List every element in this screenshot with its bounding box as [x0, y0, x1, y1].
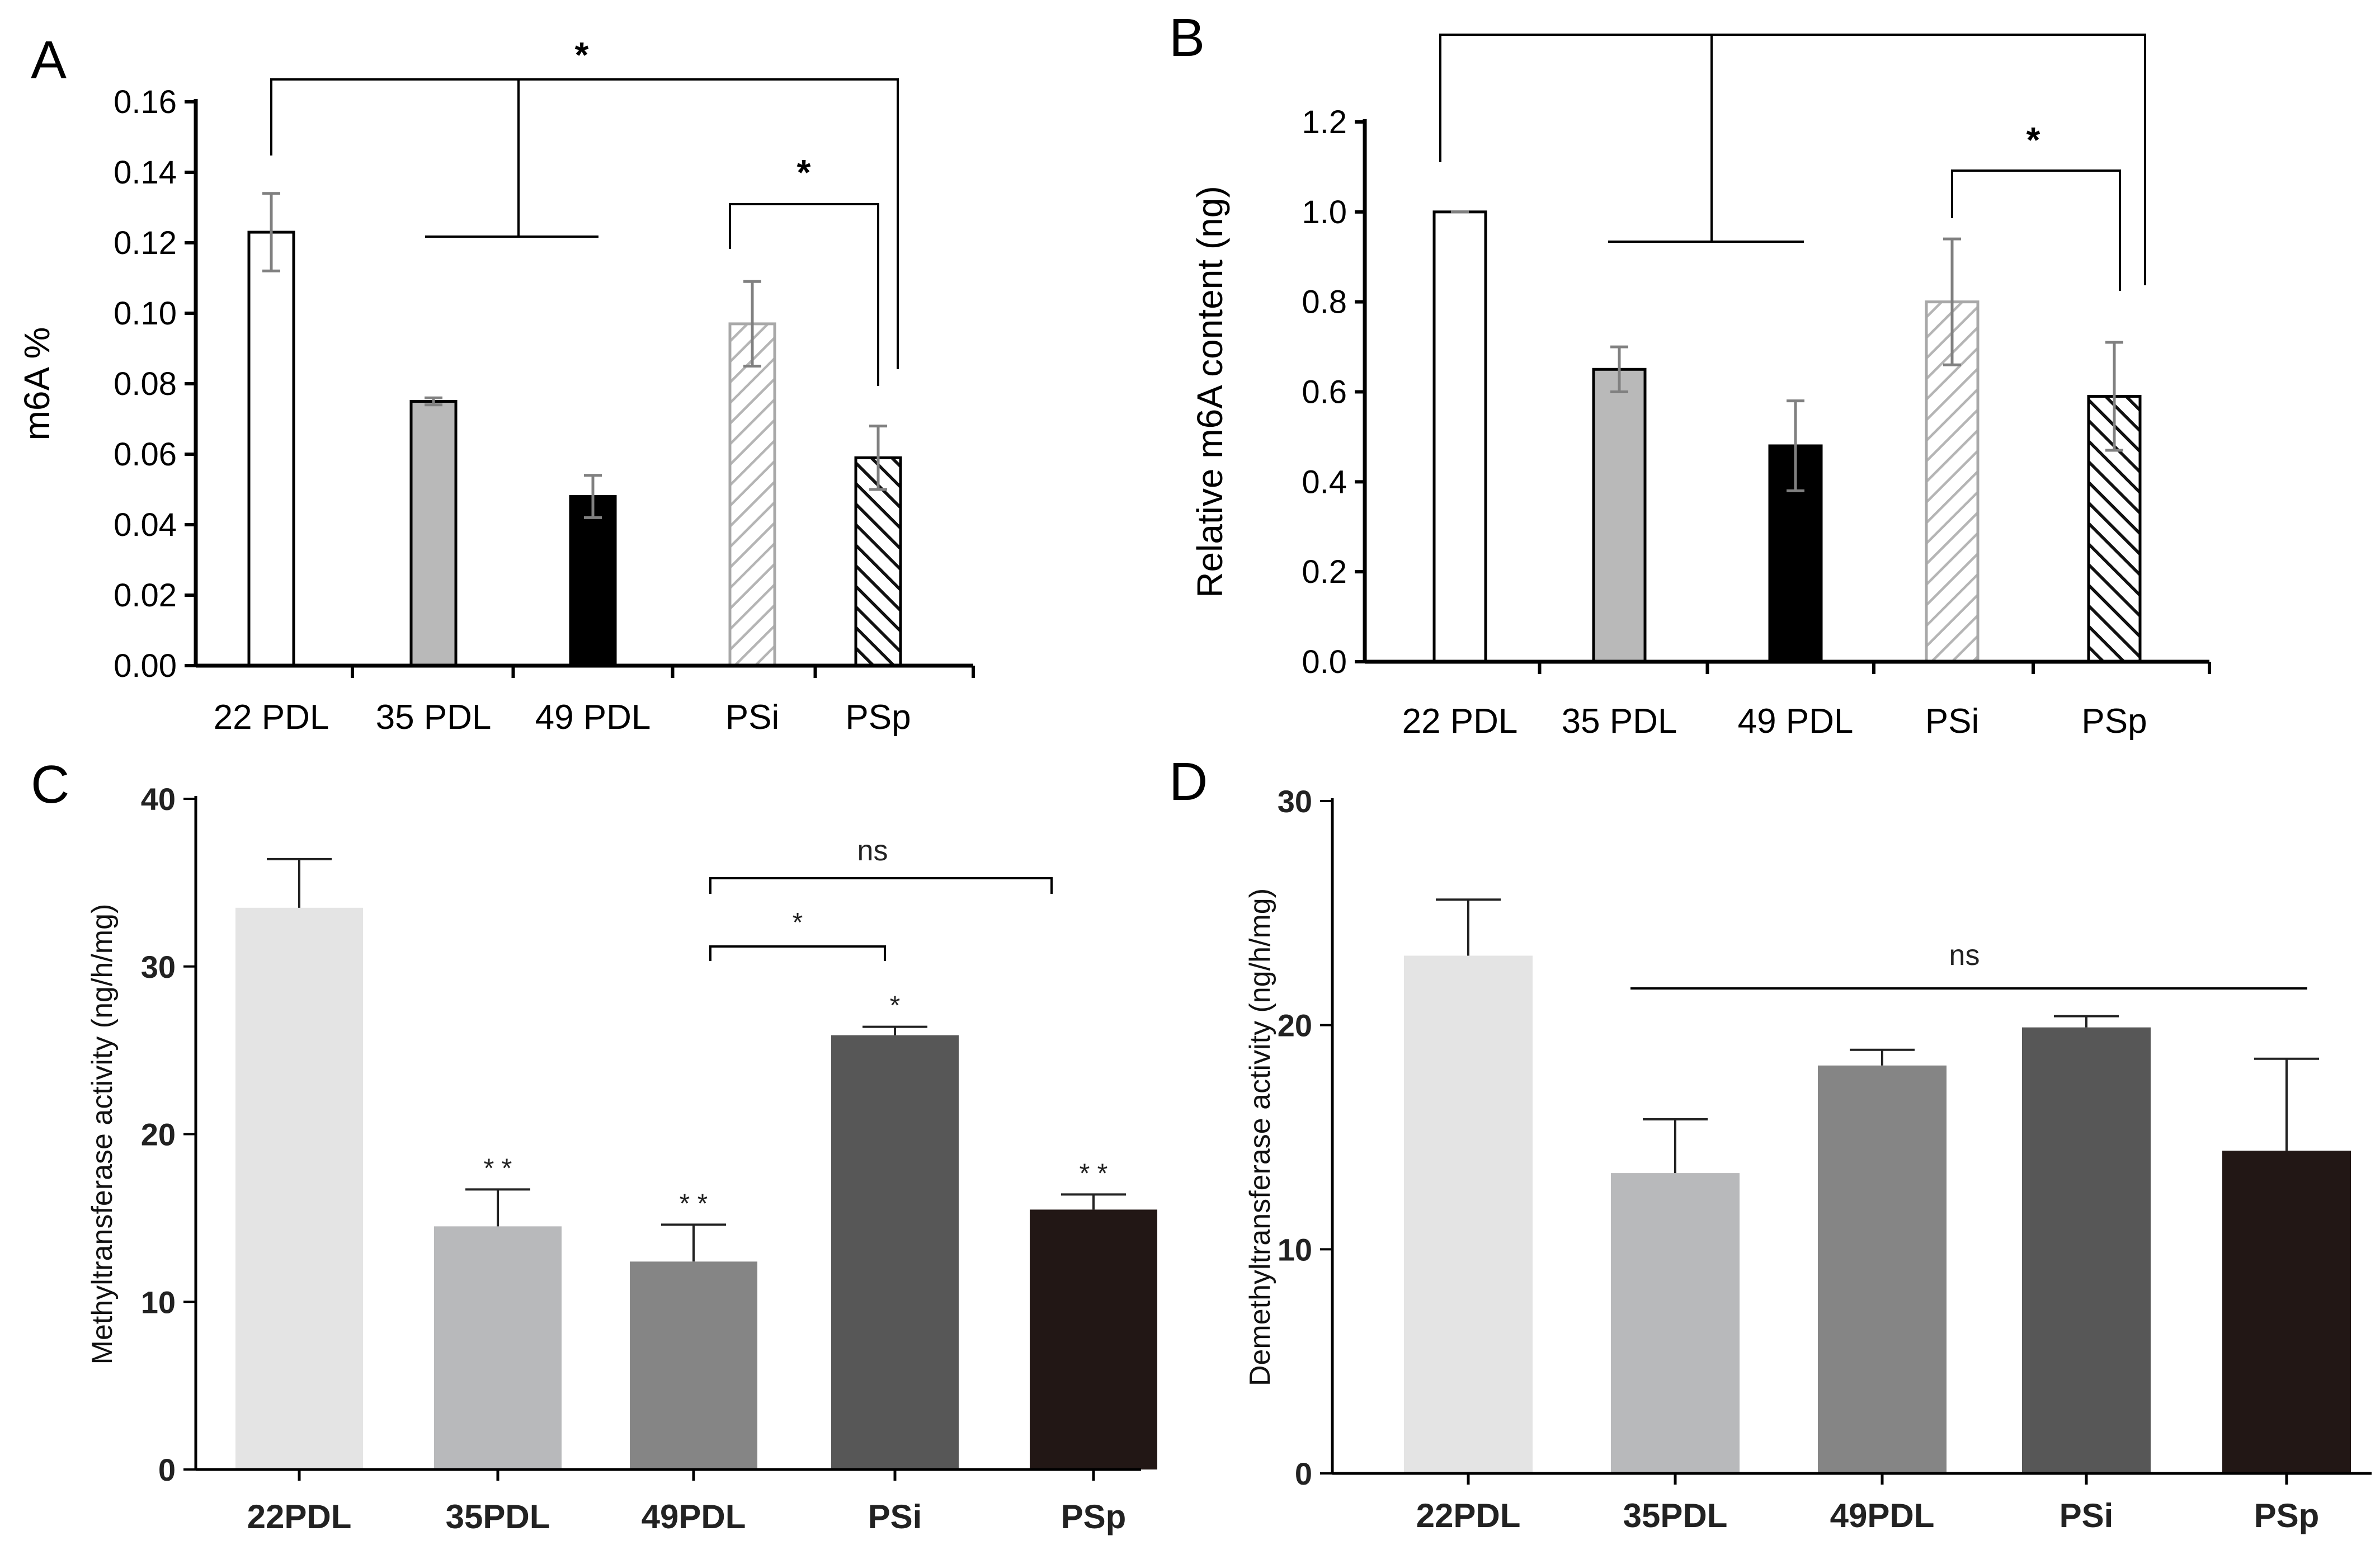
bar-4: [2022, 1027, 2151, 1473]
category-label-1: 22 PDL: [214, 698, 329, 737]
category-label-3: 49PDL: [642, 1498, 746, 1535]
bracket-psi-psp: [1951, 169, 2121, 291]
y-tick-label-6: 1.2: [1302, 104, 1347, 140]
y-tick-label-3: 0.6: [1302, 374, 1347, 411]
chart-panel-d: 22PDL 35PDL 49PDL PSi PSp 0 10 20 30 Demethyltran…: [1244, 784, 2372, 1534]
y-tick-label-0: 0.00: [114, 648, 177, 684]
category-label-1: 22PDL: [247, 1498, 352, 1535]
y-axis-label: Demethyltransferase activity (ng/h/mg): [1244, 888, 1276, 1386]
y-tick-label-5: 0.10: [114, 295, 177, 332]
panel-letter-c: C: [31, 755, 69, 814]
y-tick-label-3: 30: [1278, 784, 1312, 819]
chart-panel-c: 22PDL * * 35PDL * * 49PDL * PSi * * PSp 0 10 20 30 40…: [86, 781, 1157, 1535]
category-label-5: PSp: [845, 698, 911, 737]
bracket-label-2: ns: [857, 835, 888, 867]
panel-letter-a: A: [31, 30, 67, 90]
bar-label-5: * *: [1080, 1158, 1108, 1188]
bar-1: [247, 230, 295, 667]
bracket-big: [270, 78, 899, 369]
bar-3: [1818, 1065, 1947, 1473]
y-tick-label-3: 30: [141, 949, 176, 985]
bar-5: [854, 456, 902, 667]
y-axis-label: Relative m6A content (ng): [1190, 186, 1230, 597]
panel-letter-d: D: [1169, 752, 1208, 812]
bar-label-4: *: [890, 991, 901, 1021]
bracket-psi-psp: [729, 203, 879, 386]
y-tick-label-0: 0: [1295, 1456, 1312, 1491]
category-label-4: PSi: [2059, 1497, 2114, 1534]
bar-5: [2222, 1151, 2351, 1473]
category-label-5: PSp: [1061, 1498, 1127, 1535]
bracket-49-psi: [709, 945, 886, 961]
y-tick-label-0: 0: [158, 1452, 176, 1487]
bar-2: [434, 1226, 562, 1469]
bar-1: [1404, 955, 1533, 1473]
chart-panel-b: 22 PDL 35 PDL 49 PDL PSi PSp 0.0 0.2 0.4 0.6 0.8 1…: [1190, 34, 2211, 741]
y-tick-label-5: 1.0: [1302, 194, 1347, 230]
y-tick-label-2: 0.4: [1302, 464, 1347, 500]
bar-5: [1030, 1209, 1157, 1469]
bar-1: [235, 907, 363, 1469]
y-tick-label-2: 20: [1278, 1008, 1312, 1043]
panel-letter-b: B: [1169, 8, 1205, 68]
category-label-3: 49PDL: [1830, 1497, 1935, 1534]
y-tick-label-0: 0.0: [1302, 644, 1347, 680]
category-label-5: PSp: [2254, 1497, 2320, 1534]
significance-star-1: *: [2026, 120, 2040, 160]
y-tick-label-4: 0.08: [114, 366, 177, 402]
y-axis-label: Methyltransferase activity (ng/h/mg): [86, 904, 119, 1365]
y-tick-label-8: 0.16: [114, 84, 177, 120]
category-label-2: 35 PDL: [376, 698, 492, 737]
bar-label-3: * *: [680, 1189, 708, 1218]
bar-4: [728, 322, 776, 667]
y-axis-label: m6A %: [17, 327, 57, 441]
chart-panel-a: 22 PDL 35 PDL 49 PDL PSi PSp 0.00 0.02 0.04 0.06…: [17, 35, 975, 737]
bar-label-2: * *: [484, 1153, 512, 1183]
category-label-1: 22 PDL: [1402, 702, 1518, 741]
category-label-3: 49 PDL: [535, 698, 651, 737]
y-tick-label-2: 20: [141, 1117, 176, 1152]
category-label-2: 35PDL: [1623, 1497, 1728, 1534]
y-tick-label-7: 0.14: [114, 154, 177, 191]
y-tick-label-1: 10: [1278, 1232, 1312, 1267]
y-tick-label-1: 0.02: [114, 577, 177, 614]
bar-2: [1611, 1173, 1740, 1473]
bar-2: [409, 400, 458, 667]
bracket-label-1: *: [793, 908, 803, 938]
significance-star-2: *: [797, 152, 811, 192]
significance-star-1: *: [575, 35, 589, 75]
y-tick-label-2: 0.04: [114, 507, 177, 543]
category-label-3: 49 PDL: [1738, 702, 1854, 741]
bar-1: [1432, 210, 1487, 663]
category-label-1: 22PDL: [1416, 1497, 1521, 1534]
category-label-4: PSi: [1925, 702, 1979, 741]
y-tick-label-1: 10: [141, 1284, 176, 1320]
bracket-group: [1608, 35, 1804, 243]
bracket-big: [1439, 34, 2146, 285]
bar-2: [1592, 368, 1647, 663]
bar-3: [569, 495, 617, 667]
category-label-2: 35PDL: [446, 1498, 550, 1535]
bracket-49-psp: [709, 877, 1053, 894]
bracket-group: [425, 79, 598, 238]
y-tick-label-4: 0.8: [1302, 284, 1347, 321]
y-tick-label-4: 40: [141, 781, 176, 817]
category-label-4: PSi: [725, 698, 779, 737]
bar-4: [831, 1035, 959, 1469]
category-label-4: PSi: [868, 1498, 922, 1535]
y-tick-label-1: 0.2: [1302, 554, 1347, 590]
y-tick-label-6: 0.12: [114, 225, 177, 261]
category-label-5: PSp: [2081, 702, 2147, 741]
bar-3: [630, 1261, 757, 1469]
bracket-label-1: ns: [1949, 939, 1980, 972]
y-tick-label-3: 0.06: [114, 436, 177, 473]
category-label-2: 35 PDL: [1562, 702, 1677, 741]
